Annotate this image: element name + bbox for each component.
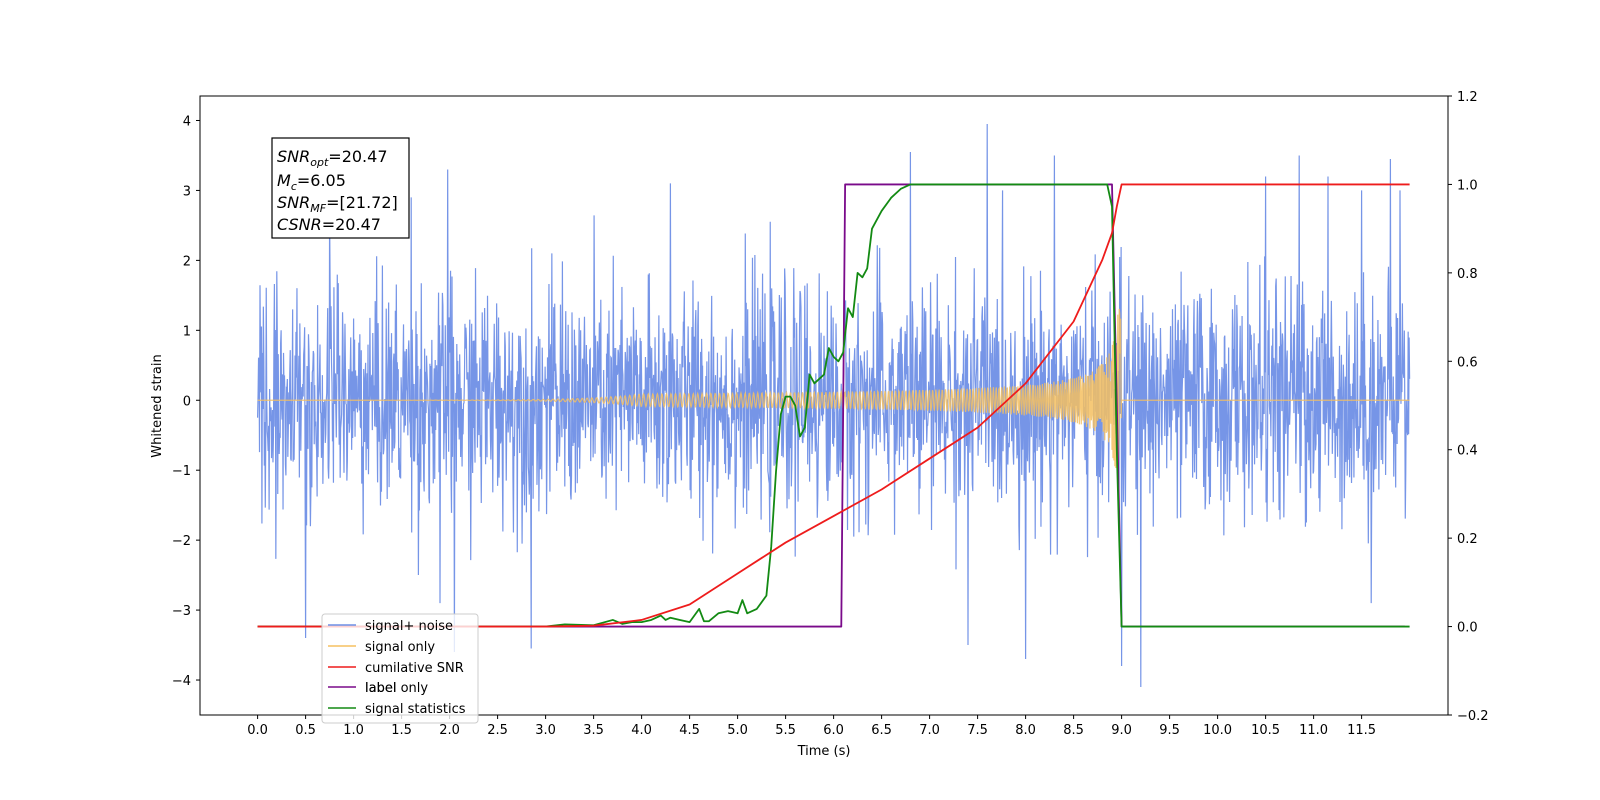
legend-entry-label-only: label only [365, 681, 428, 696]
series-signal-statistics [257, 183, 1410, 628]
legend-entry-cumulative-snr: cumilative SNR [328, 661, 464, 676]
y-right-tick-label: 0.2 [1457, 532, 1478, 547]
series-signal-noise [257, 123, 1411, 688]
x-tick-label: 2.0 [439, 723, 460, 738]
legend-entry-label: label [328, 681, 396, 696]
x-tick-label: 7.5 [967, 723, 988, 738]
y-left-tick-label: 2 [183, 254, 191, 269]
legend: signal+ noise signal only cumilative SNR… [321, 613, 479, 724]
legend-entry-signal-statistics: signal statistics [328, 702, 466, 717]
y-left-tick-label: −4 [172, 674, 191, 689]
x-tick-label: 10.0 [1203, 723, 1232, 738]
annotation-csnr: CSNR=20.47 [277, 215, 381, 234]
series-layer [257, 123, 1411, 688]
x-tick-label: 8.5 [1063, 723, 1084, 738]
x-tick-label: 4.0 [631, 723, 652, 738]
x-tick-label: 3.0 [535, 723, 556, 738]
svg-text:signal+ noise: signal+ noise [365, 619, 453, 634]
y-right-tick-label: 1.0 [1457, 178, 1478, 193]
svg-text:signal only: signal only [365, 640, 435, 655]
annotation-snr-mf: SNRMF=[21.72] [277, 193, 398, 215]
y-right-axis-ticks: −0.2 0.0 0.2 0.4 0.6 0.8 1.0 1.2 [1448, 90, 1489, 724]
x-tick-label: 3.5 [583, 723, 604, 738]
x-tick-label: 1.0 [343, 723, 364, 738]
plot-frame [199, 95, 1449, 716]
legend-entry-signal-noise: signal+ noise [328, 619, 453, 634]
x-tick-label: 11.5 [1347, 723, 1376, 738]
x-tick-label: 6.5 [871, 723, 892, 738]
x-tick-label: 0.5 [295, 723, 316, 738]
y-axis-label: Whitened strain [150, 354, 165, 457]
x-tick-label: 2.5 [487, 723, 508, 738]
legend-entry-signal-only: signal only [328, 640, 435, 655]
series-signal-only [257, 308, 1410, 473]
svg-text:cumilative SNR: cumilative SNR [365, 661, 464, 676]
x-tick-label: 1.5 [391, 723, 412, 738]
y-right-tick-label: 0.4 [1457, 444, 1478, 459]
y-left-tick-label: 1 [183, 324, 191, 339]
x-tick-label: 0.0 [247, 723, 268, 738]
x-tick-label: 8.0 [1015, 723, 1036, 738]
series-cumulative-snr [257, 183, 1410, 628]
y-left-tick-label: −2 [172, 534, 191, 549]
y-left-tick-label: 4 [183, 114, 191, 129]
annotation-snr-opt: SNRopt=20.47 [277, 147, 388, 169]
x-axis-label: Time (s) [797, 744, 851, 759]
y-left-tick-label: 3 [183, 184, 191, 199]
y-right-tick-label: 0.8 [1457, 267, 1478, 282]
y-right-tick-label: 0.0 [1457, 621, 1478, 636]
y-left-axis-ticks: −4 −3 −2 −1 0 1 2 3 4 [172, 114, 200, 689]
x-tick-label: 7.0 [919, 723, 940, 738]
y-right-tick-label: 1.2 [1457, 90, 1478, 105]
x-tick-label: 10.5 [1251, 723, 1280, 738]
svg-text:label: label [365, 681, 396, 696]
y-left-tick-label: −3 [172, 604, 191, 619]
y-left-tick-label: −1 [172, 464, 191, 479]
x-tick-label: 9.0 [1111, 723, 1132, 738]
x-tick-label: 6.0 [823, 723, 844, 738]
annotation-mc: Mc=6.05 [277, 171, 346, 193]
x-tick-label: 11.0 [1299, 723, 1328, 738]
x-axis-ticks: 0.0 0.5 1.0 1.5 2.0 2.5 3.0 3.5 4.0 4.5 5.0 5.5 6.0 6… [247, 715, 1376, 738]
svg-text:signal statistics: signal statistics [365, 702, 466, 717]
x-tick-label: 5.0 [727, 723, 748, 738]
y-left-tick-label: 0 [183, 394, 191, 409]
svg-text:label only: label only [365, 681, 428, 696]
y-right-tick-label: 0.6 [1457, 355, 1478, 370]
x-tick-label: 5.5 [775, 723, 796, 738]
y-right-tick-label: −0.2 [1457, 709, 1489, 724]
x-tick-label: 4.5 [679, 723, 700, 738]
x-tick-label: 9.5 [1159, 723, 1180, 738]
annotation-box: SNRopt=20.47 Mc=6.05 SNRMF=[21.72] CSNR=… [271, 137, 410, 239]
